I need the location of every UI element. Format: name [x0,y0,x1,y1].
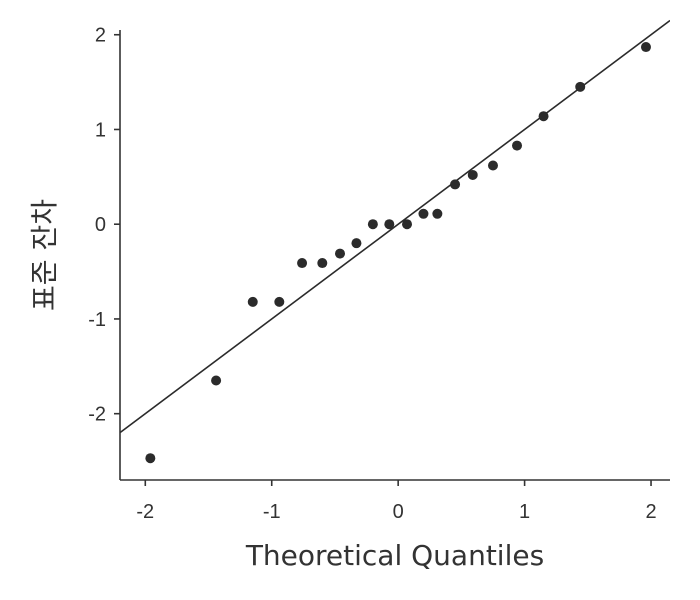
data-point [297,258,308,269]
x-axis-label: Theoretical Quantiles [245,539,544,572]
x-tick-label: -2 [136,501,154,523]
data-point [211,375,222,386]
reference-line [120,19,670,434]
data-point [487,160,498,171]
data-point [402,219,413,230]
data-point [450,179,461,190]
data-point [512,140,523,151]
data-point [351,238,362,249]
data-point [317,258,328,269]
data-point [274,296,285,307]
data-point [335,248,345,259]
x-tick-label: 2 [645,501,656,523]
data-point [367,219,378,230]
y-axis-ticks: -2 -1 0 1 2 [88,25,120,426]
x-tick-label: -1 [263,501,281,523]
y-tick-label: 0 [95,214,106,236]
x-tick-label: 0 [393,501,404,523]
points-layer [145,42,651,464]
data-point [538,111,549,122]
y-tick-label: 1 [95,119,106,141]
data-point [467,169,478,180]
x-tick-label: 1 [519,501,530,523]
y-axis-label: 표준 잔차 [28,199,61,311]
data-point [432,208,443,219]
y-tick-label: 2 [95,25,106,47]
data-point [247,296,258,307]
reference-line-layer [120,19,670,434]
x-axis-ticks: -2 -1 0 1 2 [136,480,657,523]
y-tick-label: -2 [88,404,106,426]
data-point [145,453,156,464]
data-point [640,42,651,53]
data-point [384,219,395,230]
data-point [418,208,429,219]
y-tick-label: -1 [88,309,106,331]
data-point [575,81,586,92]
